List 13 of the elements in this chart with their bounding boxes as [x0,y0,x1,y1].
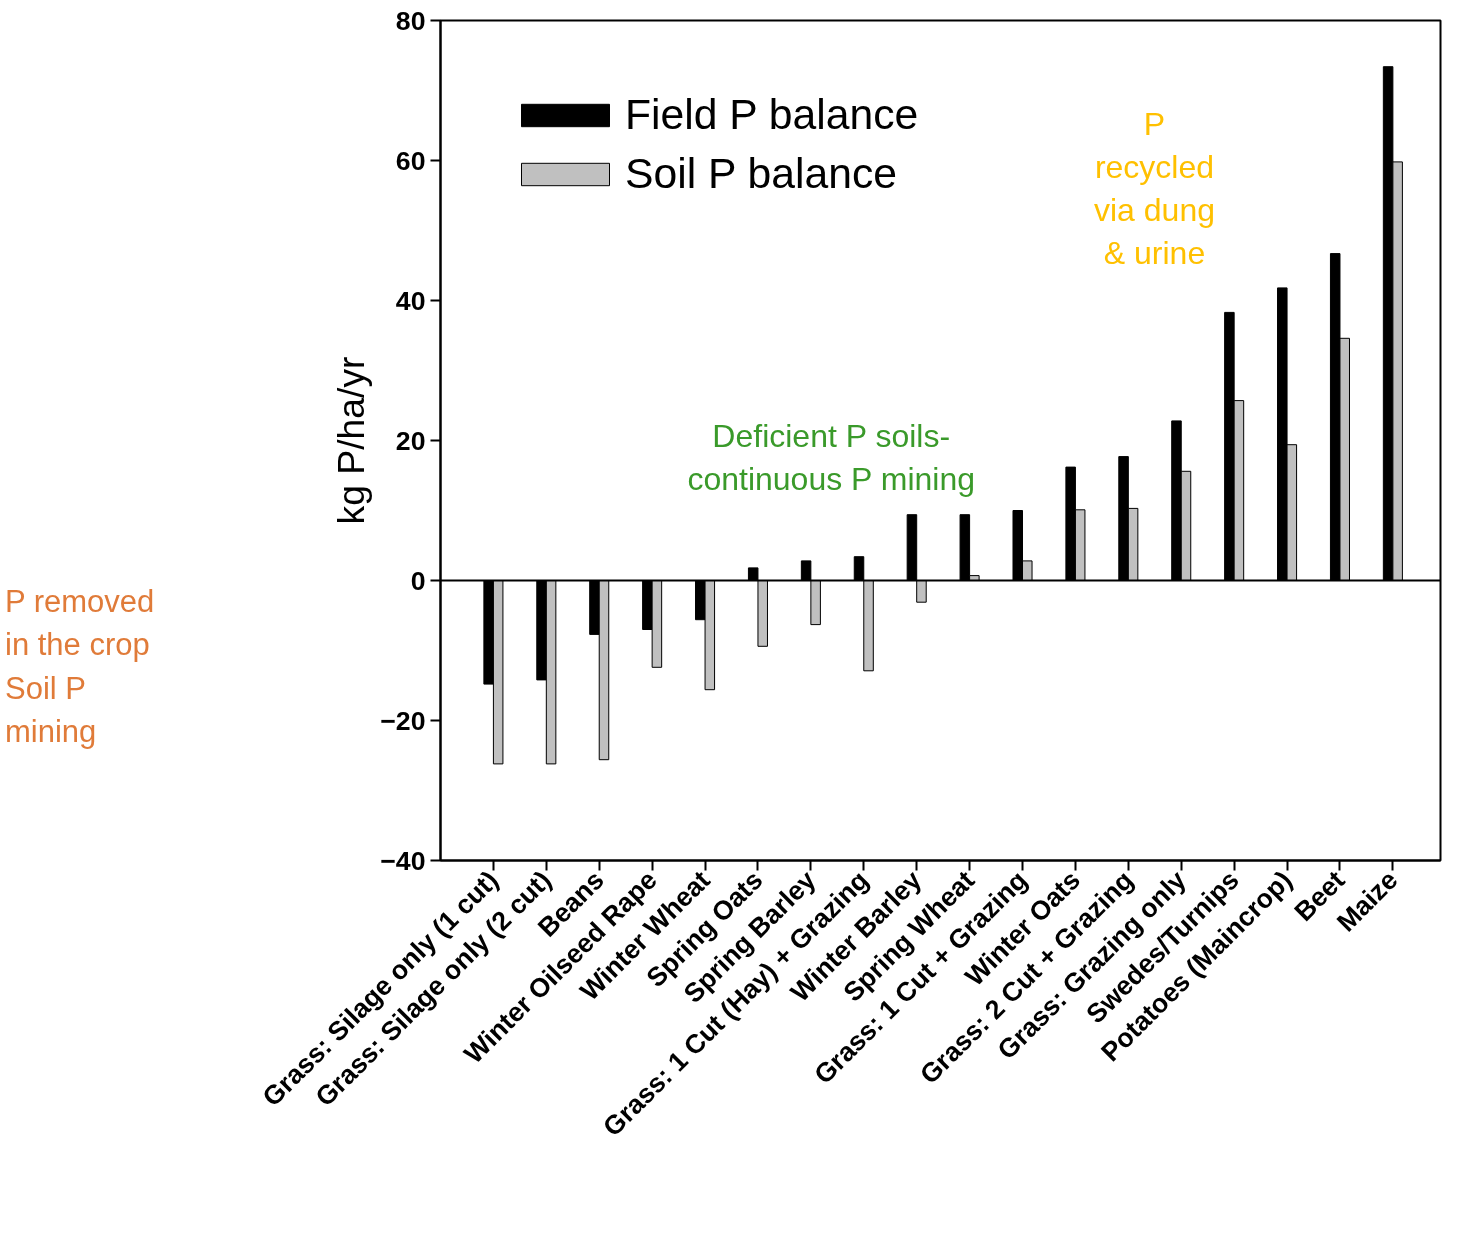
annotation: P recycled via dung & urine [1094,105,1215,272]
annotation: Deficient P soils- continuous P mining [687,417,976,497]
y-tick-label: 40 [395,285,426,316]
y-tick-label: −40 [380,845,426,876]
text: P removed in the crop Soil P mining [5,583,155,752]
y-tick-label: 80 [395,5,426,36]
y-tick-label: 0 [410,565,426,596]
y-tick-label: 60 [395,145,426,176]
y-tick-label: 20 [395,425,426,456]
legend-label: Field P balance [625,90,919,139]
y-tick-label: −20 [380,705,426,736]
legend-label: Soil P balance [625,149,897,198]
y-axis-title: kg P/ha/yr [330,356,373,525]
